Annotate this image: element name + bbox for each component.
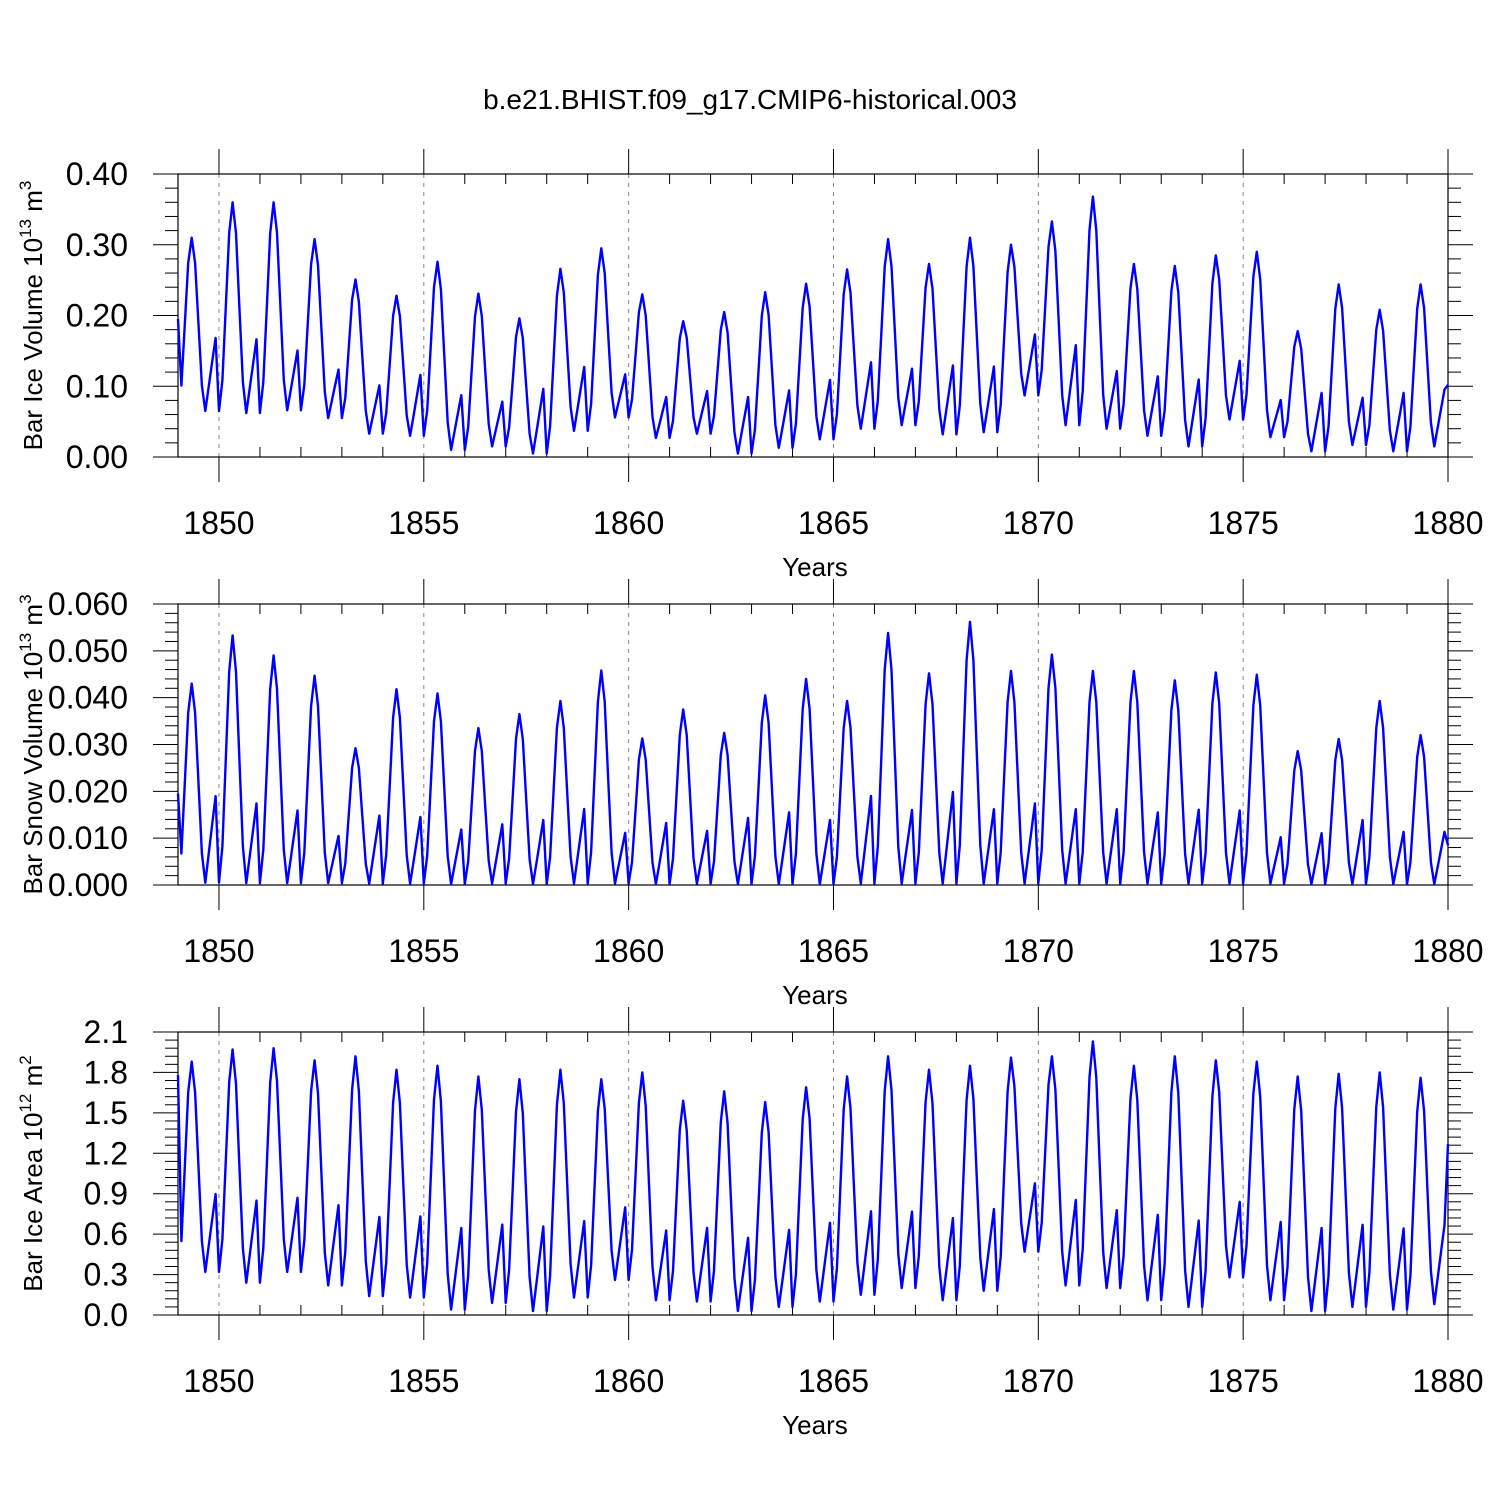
y-tick-label: 0.000 bbox=[48, 867, 128, 903]
x-tick-label: 1870 bbox=[1003, 1363, 1074, 1399]
x-tick-label: 1850 bbox=[183, 505, 254, 541]
y-axis-label: Bar Ice Area 1012 m2 bbox=[16, 1055, 48, 1292]
y-tick-label: 0.40 bbox=[66, 156, 128, 192]
x-tick-label: 1870 bbox=[1003, 505, 1074, 541]
y-tick-label: 2.1 bbox=[84, 1014, 128, 1050]
x-tick-label: 1875 bbox=[1208, 1363, 1279, 1399]
y-tick-label: 0.030 bbox=[48, 727, 128, 763]
plot-frame bbox=[177, 173, 1449, 458]
panel-1: 1850 1855 1860 1865 1870 1875 1880 0.00 0.10 0.20… bbox=[16, 149, 1484, 582]
x-axis-label: Years bbox=[782, 980, 848, 1010]
y-tick-label: 0.30 bbox=[66, 227, 128, 263]
series-line-bar-snow-volume bbox=[176, 620, 1450, 886]
y-tick-label: 1.2 bbox=[84, 1135, 128, 1171]
series-line-bar-ice-area bbox=[176, 1040, 1450, 1313]
x-axis-label: Years bbox=[782, 552, 848, 582]
y-tick-label: 0.050 bbox=[48, 633, 128, 669]
y-tick-label: 0.010 bbox=[48, 820, 128, 856]
x-tick-label: 1880 bbox=[1412, 933, 1483, 969]
panel-2: 1850 1855 1860 1865 1870 1875 1880 0.000 0.010 0.… bbox=[16, 579, 1484, 1010]
y-tick-label: 0.20 bbox=[66, 298, 128, 334]
x-tick-label: 1870 bbox=[1003, 933, 1074, 969]
x-tick-label: 1865 bbox=[798, 933, 869, 969]
y-tick-label: 0.060 bbox=[48, 586, 128, 622]
x-tick-label: 1875 bbox=[1208, 933, 1279, 969]
x-tick-label: 1860 bbox=[593, 1363, 664, 1399]
x-tick-label: 1860 bbox=[593, 505, 664, 541]
y-tick-label: 0.10 bbox=[66, 368, 128, 404]
x-tick-label: 1865 bbox=[798, 1363, 869, 1399]
series-line-bar-ice-volume bbox=[176, 195, 1449, 455]
y-tick-label: 0.020 bbox=[48, 773, 128, 809]
plot-frame bbox=[177, 603, 1449, 886]
x-tick-label: 1860 bbox=[593, 933, 664, 969]
y-tick-label: 1.8 bbox=[84, 1054, 128, 1090]
y-tick-label: 0.040 bbox=[48, 680, 128, 716]
x-axis-label: Years bbox=[782, 1410, 848, 1440]
y-tick-label: 0.00 bbox=[66, 439, 128, 475]
plot-frame bbox=[177, 1031, 1449, 1316]
panel-3: 1850 1855 1860 1865 1870 1875 1880 0.0 0.3 0.6 0.9… bbox=[16, 1007, 1484, 1440]
x-tick-label: 1855 bbox=[388, 505, 459, 541]
y-tick-label: 0.3 bbox=[84, 1257, 128, 1293]
chart-title: b.e21.BHIST.f09_g17.CMIP6-historical.003 bbox=[483, 84, 1017, 115]
y-tick-label: 1.5 bbox=[84, 1095, 128, 1131]
x-tick-label: 1880 bbox=[1412, 1363, 1483, 1399]
x-tick-label: 1850 bbox=[183, 933, 254, 969]
y-tick-label: 0.0 bbox=[84, 1297, 128, 1333]
x-tick-label: 1865 bbox=[798, 505, 869, 541]
x-tick-label: 1855 bbox=[388, 1363, 459, 1399]
x-tick-label: 1850 bbox=[183, 1363, 254, 1399]
y-axis-label: Bar Snow Volume 1013 m3 bbox=[16, 594, 48, 894]
x-tick-label: 1875 bbox=[1208, 505, 1279, 541]
y-tick-label: 0.6 bbox=[84, 1216, 128, 1252]
y-axis-label: Bar Ice Volume 1013 m3 bbox=[16, 181, 48, 451]
y-tick-label: 0.9 bbox=[84, 1176, 128, 1212]
x-tick-label: 1855 bbox=[388, 933, 459, 969]
x-tick-label: 1880 bbox=[1412, 505, 1483, 541]
